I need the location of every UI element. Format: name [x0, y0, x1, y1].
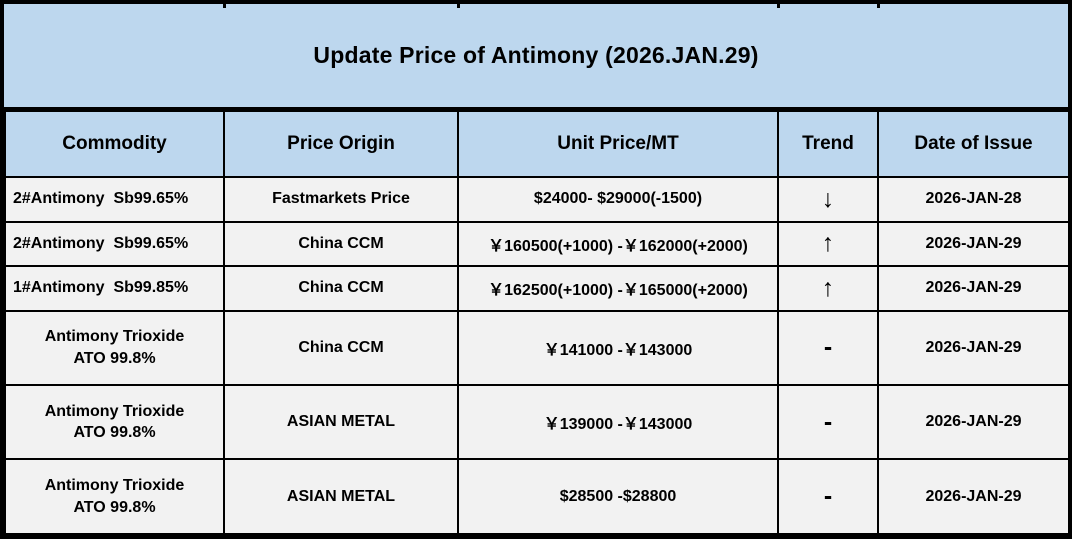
price-origin-cell: ASIAN METAL	[223, 383, 459, 461]
table-row: Antimony Trioxide ATO 99.8% China CCM ￥1…	[4, 309, 1070, 386]
unit-price-cell: ￥160500(+1000) -￥162000(+2000)	[457, 220, 779, 267]
commodity-cell: 1#Antimony Sb99.85%	[4, 265, 225, 312]
date-of-issue-cell: 2026-JAN-29	[877, 265, 1070, 312]
unit-price-cell: ￥141000 -￥143000	[457, 309, 779, 386]
date-of-issue-cell: 2026-JAN-28	[877, 176, 1070, 223]
unit-price-cell: ￥162500(+1000) -￥165000(+2000)	[457, 265, 779, 312]
trend-up-icon: ↑	[777, 265, 879, 312]
table-row: 2#Antimony Sb99.65% China CCM ￥160500(+1…	[4, 220, 1070, 267]
column-header-date-of-issue: Date of Issue	[877, 110, 1070, 178]
price-origin-cell: China CCM	[223, 220, 459, 267]
trend-flat-icon: -	[777, 309, 879, 386]
header-row: Commodity Price Origin Unit Price/MT Tre…	[4, 110, 1070, 178]
unit-price-cell: $28500 -$28800	[457, 458, 779, 535]
price-origin-cell: ASIAN METAL	[223, 458, 459, 535]
commodity-cell: Antimony Trioxide ATO 99.8%	[4, 309, 225, 386]
unit-price-cell: $24000- $29000(-1500)	[457, 176, 779, 223]
table-header: Commodity Price Origin Unit Price/MT Tre…	[4, 110, 1070, 178]
column-header-trend: Trend	[777, 110, 879, 178]
column-boundary-tick	[877, 4, 880, 8]
column-header-price-origin: Price Origin	[223, 110, 459, 178]
column-header-commodity: Commodity	[4, 110, 225, 178]
page-title: Update Price of Antimony (2026.JAN.29)	[313, 42, 759, 68]
trend-down-icon: ↓	[777, 176, 879, 223]
trend-up-icon: ↑	[777, 220, 879, 267]
column-boundary-tick	[457, 4, 460, 8]
date-of-issue-cell: 2026-JAN-29	[877, 458, 1070, 535]
commodity-cell: 2#Antimony Sb99.65%	[4, 220, 225, 267]
column-header-unit-price: Unit Price/MT	[457, 110, 779, 178]
unit-price-cell: ￥139000 -￥143000	[457, 383, 779, 461]
table-row: 1#Antimony Sb99.85% China CCM ￥162500(+1…	[4, 265, 1070, 312]
commodity-cell: Antimony Trioxide ATO 99.8%	[4, 383, 225, 461]
trend-flat-icon: -	[777, 458, 879, 535]
date-of-issue-cell: 2026-JAN-29	[877, 220, 1070, 267]
price-origin-cell: China CCM	[223, 265, 459, 312]
date-of-issue-cell: 2026-JAN-29	[877, 309, 1070, 386]
column-boundary-tick	[223, 4, 226, 8]
price-table: Commodity Price Origin Unit Price/MT Tre…	[4, 110, 1070, 535]
table-body: 2#Antimony Sb99.65% Fastmarkets Price $2…	[4, 176, 1070, 535]
table-row: Antimony Trioxide ATO 99.8% ASIAN METAL …	[4, 458, 1070, 535]
title-block: Update Price of Antimony (2026.JAN.29)	[4, 4, 1068, 110]
trend-flat-icon: -	[777, 383, 879, 461]
table-row: Antimony Trioxide ATO 99.8% ASIAN METAL …	[4, 383, 1070, 461]
column-boundary-tick	[777, 4, 780, 8]
price-origin-cell: China CCM	[223, 309, 459, 386]
price-origin-cell: Fastmarkets Price	[223, 176, 459, 223]
table-row: 2#Antimony Sb99.65% Fastmarkets Price $2…	[4, 176, 1070, 223]
commodity-cell: Antimony Trioxide ATO 99.8%	[4, 458, 225, 535]
date-of-issue-cell: 2026-JAN-29	[877, 383, 1070, 461]
commodity-cell: 2#Antimony Sb99.65%	[4, 176, 225, 223]
